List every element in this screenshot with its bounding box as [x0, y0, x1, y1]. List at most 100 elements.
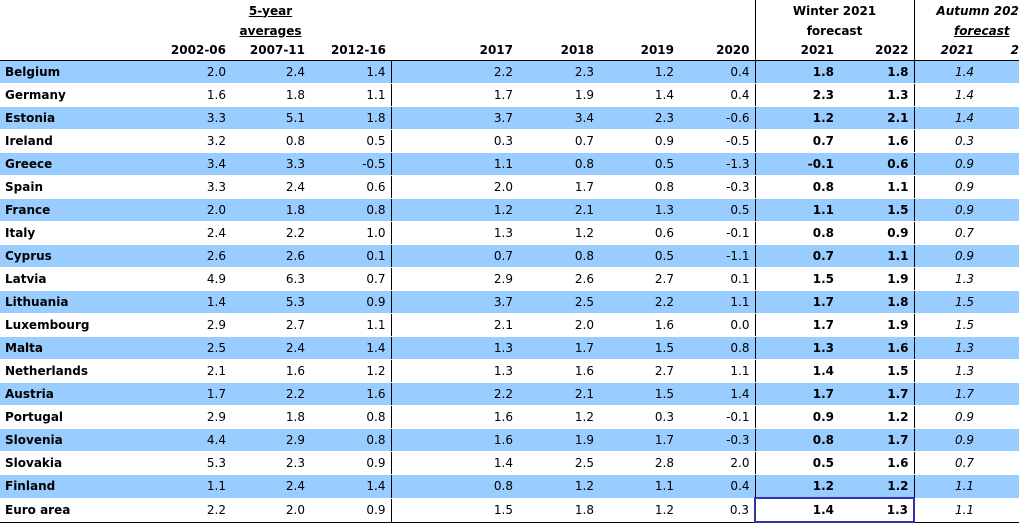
table-cell: 0.6 — [839, 152, 915, 176]
table-cell: 1.9 — [518, 428, 600, 452]
table-cell: 1.7 — [390, 83, 519, 107]
table-cell: 1.6 — [390, 405, 519, 429]
table-cell: -0.3 — [679, 428, 756, 452]
table-cell: 0.9 — [914, 152, 980, 176]
table-cell: 1.2 — [518, 221, 600, 245]
table-cell: 2.0 — [150, 198, 231, 222]
table-row: Netherlands 2.1 1.6 1.2 1.3 1.6 2.7 1.1 1.4 1.5 1.… — [0, 359, 1019, 383]
table-cell: 1.5 — [599, 336, 680, 360]
table-cell: 1.1 — [914, 474, 980, 499]
table-cell: 3.4 — [150, 152, 231, 176]
header-winter-line2: forecast — [754, 21, 915, 40]
table-cell: 1.6 — [839, 451, 915, 475]
table-cell: 0.5 — [310, 129, 392, 153]
table-cell: 1.3 — [979, 498, 1019, 523]
table-cell: 1.6 — [390, 428, 519, 452]
table-cell: 1.3 — [754, 336, 840, 360]
table-cell: 2.0 — [150, 60, 231, 84]
table-cell: 2.5 — [518, 290, 600, 314]
table-cell: 1.6 — [518, 359, 600, 383]
table-cell: 0.3 — [390, 129, 519, 153]
table-cell: 2.2 — [231, 382, 310, 406]
table-cell: 5.3 — [231, 290, 310, 314]
table-cell: 2.9 — [390, 267, 519, 291]
table-row: Slovakia5.32.30.91.42.52.82.00.51.60.71.… — [0, 451, 1019, 475]
table-cell: 1.8 — [839, 60, 915, 84]
table-cell: 1.5 — [839, 198, 915, 222]
table-cell: 2.4 — [231, 60, 310, 84]
table-cell: 1.2 — [754, 106, 840, 130]
table-cell: 1.4 — [914, 83, 980, 107]
country-name: Belgium — [0, 60, 150, 84]
table-cell: 0.6 — [310, 175, 392, 199]
table-cell: 1.1 — [390, 152, 519, 176]
table-cell: 1.2 — [599, 60, 680, 84]
country-name: Italy — [0, 221, 150, 245]
country-name: Finland — [0, 474, 150, 499]
table-cell: 0.7 — [914, 451, 980, 475]
table-cell: 0.8 — [754, 428, 840, 452]
table-cell: 1.9 — [839, 313, 915, 337]
table-cell: 2.1 — [150, 359, 231, 383]
table-cell: 1.0 — [979, 221, 1019, 245]
col-header: 2007-11 — [231, 40, 310, 61]
table-cell: 1.5 — [979, 198, 1019, 222]
table-cell: 1.3 — [979, 83, 1019, 107]
table-cell: 1.8 — [231, 83, 310, 107]
table-cell: 6.3 — [231, 267, 310, 291]
table-cell: -0.5 — [679, 129, 756, 153]
table-cell: 2.0 — [679, 451, 756, 475]
table-cell: 1.1 — [839, 244, 915, 268]
table-cell: 1.6 — [150, 83, 231, 107]
country-name: Lithuania — [0, 290, 150, 314]
table-cell: 0.9 — [310, 498, 392, 523]
table-cell: 5.3 — [150, 451, 231, 475]
table-cell: 1.6 — [979, 129, 1019, 153]
table-cell: 2.0 — [390, 175, 519, 199]
table-cell: 1.4 — [310, 336, 392, 360]
country-name: Euro area — [0, 498, 150, 523]
table-cell: 1.7 — [839, 428, 915, 452]
country-name: France — [0, 198, 150, 222]
table-cell: 0.8 — [599, 175, 680, 199]
table-cell: 2.6 — [150, 244, 231, 268]
table-cell: 0.9 — [754, 405, 840, 429]
col-header: 2020 — [679, 40, 756, 61]
table-cell: 1.1 — [150, 474, 231, 499]
table-cell: 1.7 — [518, 336, 600, 360]
table-cell: 0.8 — [518, 152, 600, 176]
table-cell: 0.8 — [518, 244, 600, 268]
table-cell: 1.1 — [599, 474, 680, 499]
table-cell: -0.5 — [310, 152, 392, 176]
table-cell: 2.4 — [231, 474, 310, 499]
table-cell: 2.1 — [839, 106, 915, 130]
table-cell: 2.3 — [231, 451, 310, 475]
table-cell: 1.3 — [914, 359, 980, 383]
country-name: Spain — [0, 175, 150, 199]
table-cell: 0.8 — [390, 474, 519, 499]
table-cell: 1.7 — [979, 382, 1019, 406]
table-cell: 1.4 — [754, 497, 840, 523]
table-cell: 4.9 — [150, 267, 231, 291]
col-header: 2018 — [518, 40, 600, 61]
country-name: Malta — [0, 336, 150, 360]
table-cell: 3.3 — [150, 175, 231, 199]
table-cell: 0.8 — [310, 198, 392, 222]
table-cell: 1.8 — [754, 60, 840, 84]
table-cell: 1.6 — [231, 359, 310, 383]
table-cell: 3.2 — [150, 129, 231, 153]
table-cell: 0.9 — [914, 244, 980, 268]
col-header: 2002-06 — [150, 40, 231, 61]
table-cell: 3.3 — [150, 106, 231, 130]
table-cell: 1.8 — [979, 428, 1019, 452]
col-header: 2021 — [913, 40, 980, 61]
country-name: Cyprus — [0, 244, 150, 268]
